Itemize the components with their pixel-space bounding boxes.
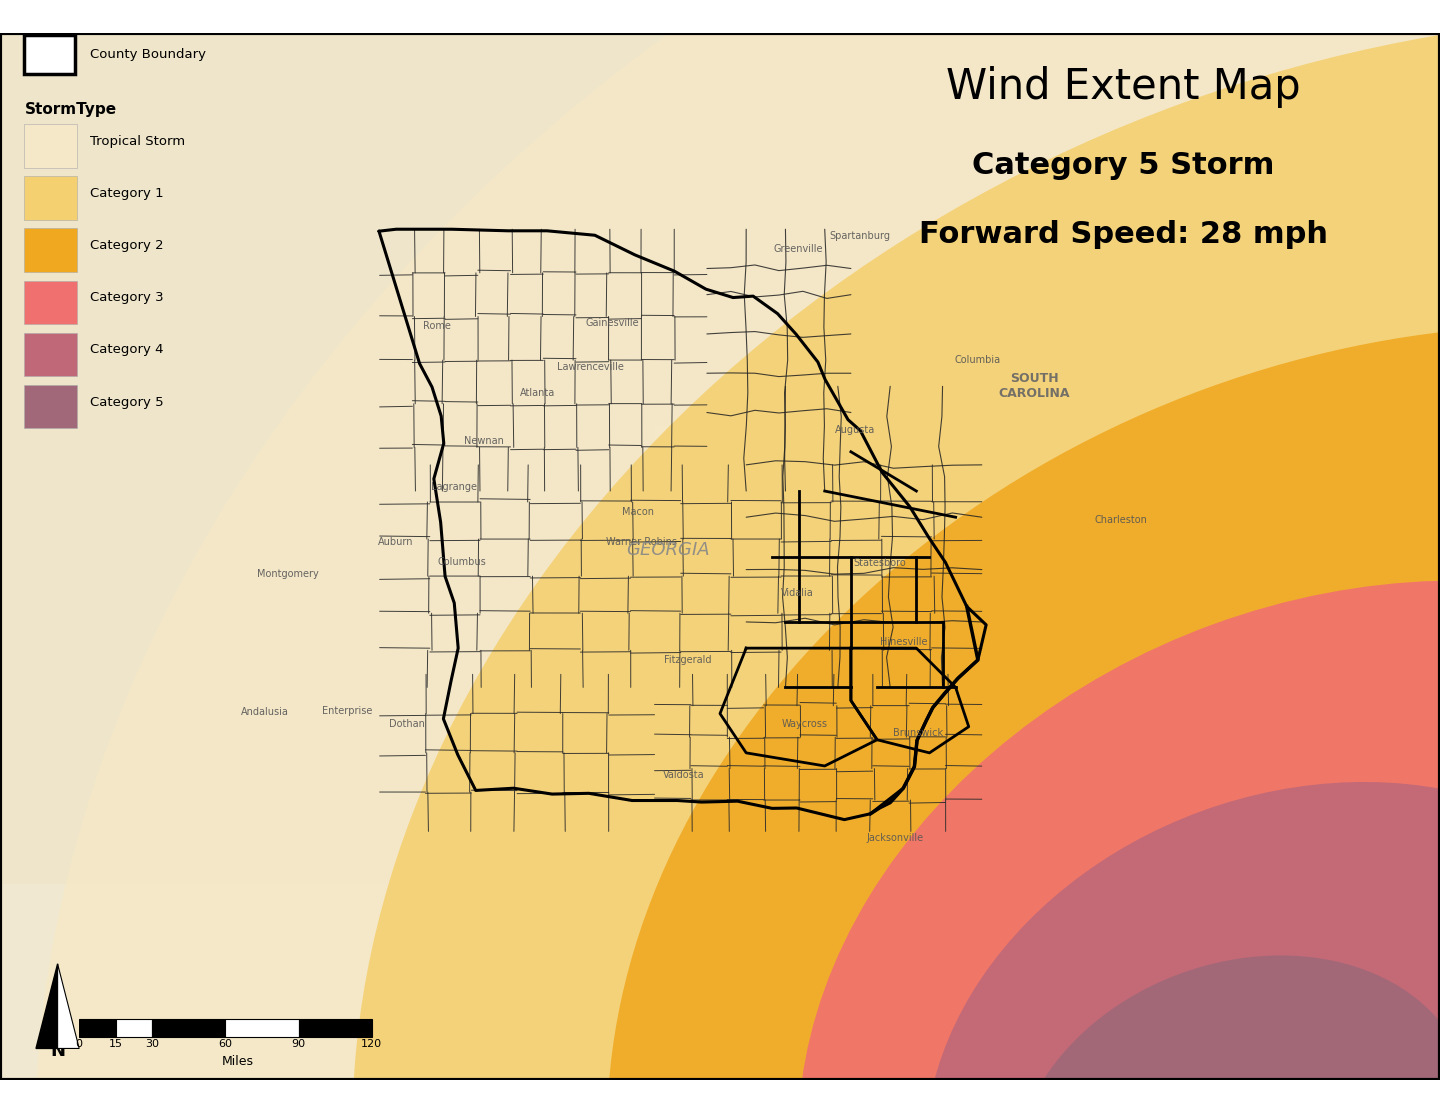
Text: Forward Speed: 28 mph: Forward Speed: 28 mph (919, 219, 1328, 248)
Text: 15: 15 (109, 1040, 122, 1048)
Bar (24, 125, 78, 168)
Text: Dothan: Dothan (389, 719, 425, 729)
Text: Enterprise: Enterprise (321, 706, 372, 716)
Text: 0: 0 (76, 1040, 82, 1048)
Bar (655, 7, 1440, 425)
Text: 120: 120 (361, 1040, 382, 1048)
Text: Montgomery: Montgomery (258, 569, 318, 579)
Bar (24, 228, 78, 272)
Text: Vidalia: Vidalia (780, 588, 814, 598)
Text: Category 3: Category 3 (89, 292, 164, 304)
Text: Greenville: Greenville (773, 244, 824, 254)
Text: Jacksonville: Jacksonville (867, 833, 924, 843)
Text: Miles: Miles (222, 1055, 253, 1067)
Bar (24, 36, 75, 75)
Bar (24, 385, 78, 429)
Text: N: N (50, 1042, 65, 1060)
Ellipse shape (798, 581, 1440, 1113)
Text: Category 5 Storm: Category 5 Storm (972, 151, 1274, 180)
Ellipse shape (924, 782, 1440, 1113)
Text: Atlanta: Atlanta (520, 387, 556, 397)
Text: 60: 60 (219, 1040, 232, 1048)
Text: Auburn: Auburn (377, 538, 413, 548)
Text: Macon: Macon (622, 508, 654, 518)
Text: Valdosta: Valdosta (662, 770, 704, 780)
Ellipse shape (1014, 955, 1440, 1113)
Text: 90: 90 (291, 1040, 305, 1048)
Bar (0, 33, 655, 884)
Text: Tropical Storm: Tropical Storm (89, 135, 186, 148)
Ellipse shape (35, 0, 1440, 1113)
Ellipse shape (353, 16, 1440, 1113)
Text: Columbia: Columbia (955, 355, 1001, 365)
Text: Waycross: Waycross (782, 719, 828, 729)
Bar (298, 1020, 372, 1036)
Text: Lagrange: Lagrange (431, 482, 477, 492)
Polygon shape (36, 964, 58, 1048)
Text: Brunswick: Brunswick (893, 728, 943, 738)
Bar (226, 1020, 298, 1036)
Bar (24, 333, 78, 376)
Text: Charleston: Charleston (1094, 515, 1148, 525)
Text: Hinesville: Hinesville (880, 637, 927, 647)
Polygon shape (58, 964, 79, 1048)
Text: Category 4: Category 4 (89, 344, 164, 356)
Text: Newnan: Newnan (465, 436, 504, 446)
Text: Statesboro: Statesboro (854, 558, 906, 568)
Text: Fitzgerald: Fitzgerald (664, 654, 711, 664)
Text: Andalusia: Andalusia (240, 707, 288, 717)
Text: Spartanburg: Spartanburg (829, 230, 890, 240)
Text: GEORGIA: GEORGIA (626, 541, 710, 559)
Bar (115, 1020, 153, 1036)
Text: Rome: Rome (423, 321, 451, 331)
Bar (153, 1020, 226, 1036)
Bar (24, 280, 78, 324)
Bar (79, 1020, 115, 1036)
Text: Columbus: Columbus (438, 556, 487, 567)
Ellipse shape (608, 325, 1440, 1113)
Text: Category 5: Category 5 (89, 395, 164, 408)
Text: Gainesville: Gainesville (586, 318, 639, 328)
Text: Category 1: Category 1 (89, 187, 164, 200)
Bar (24, 176, 78, 219)
Text: Warner Robins: Warner Robins (606, 538, 677, 548)
Text: Wind Extent Map: Wind Extent Map (946, 67, 1300, 108)
Text: 30: 30 (145, 1040, 160, 1048)
Text: Augusta: Augusta (835, 424, 876, 434)
Text: Lawrenceville: Lawrenceville (557, 362, 624, 372)
Text: County Boundary: County Boundary (89, 48, 206, 61)
Text: Category 2: Category 2 (89, 239, 164, 253)
Text: StormType: StormType (24, 101, 117, 117)
Text: SOUTH
CAROLINA: SOUTH CAROLINA (998, 373, 1070, 401)
